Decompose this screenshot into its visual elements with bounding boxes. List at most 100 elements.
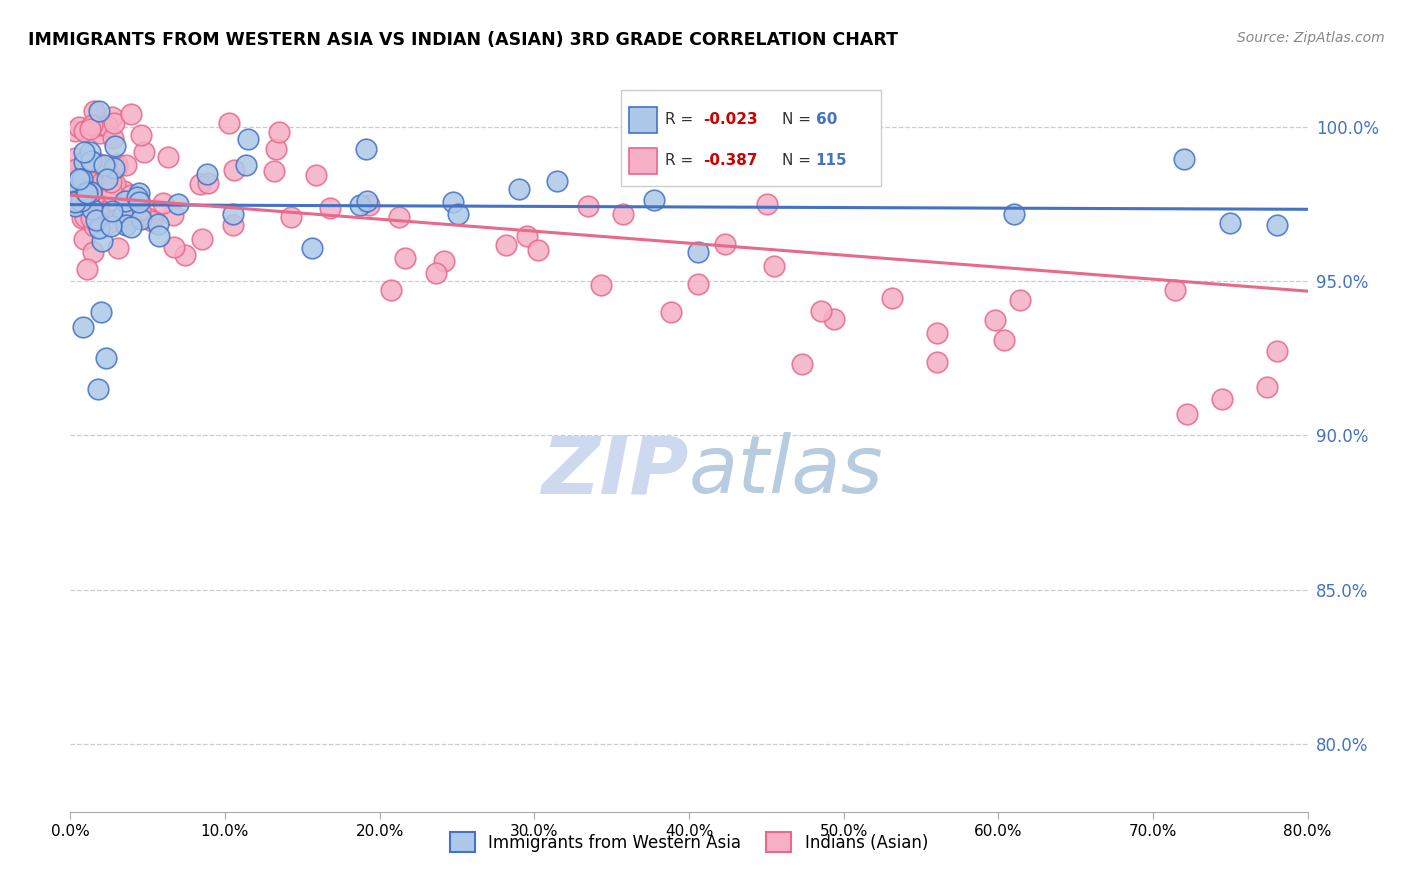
Point xyxy=(190,177,212,191)
Point xyxy=(107,241,129,255)
Point xyxy=(97,216,120,230)
Point xyxy=(101,110,124,124)
Point xyxy=(105,156,128,170)
Point xyxy=(72,186,94,200)
Point xyxy=(591,278,613,293)
Point xyxy=(93,173,115,187)
Point xyxy=(63,151,86,165)
Point xyxy=(197,176,219,190)
Point xyxy=(63,176,86,190)
Point xyxy=(76,262,98,277)
Point xyxy=(174,248,197,262)
Point xyxy=(86,382,108,396)
Legend: Immigrants from Western Asia, Indians (Asian): Immigrants from Western Asia, Indians (A… xyxy=(443,825,935,859)
Point xyxy=(527,243,550,257)
Point xyxy=(755,197,778,211)
Point xyxy=(83,219,105,234)
Point xyxy=(103,161,125,176)
Point xyxy=(80,161,103,176)
Point xyxy=(100,219,122,234)
Point xyxy=(82,177,104,191)
Point xyxy=(112,184,135,198)
Point xyxy=(264,142,287,156)
Point xyxy=(238,132,260,146)
Point xyxy=(152,196,174,211)
Point xyxy=(77,175,100,189)
Point xyxy=(146,217,169,231)
Point xyxy=(65,187,87,202)
Point xyxy=(100,203,122,218)
Point xyxy=(162,208,184,222)
Point xyxy=(1219,216,1241,230)
Point xyxy=(141,214,163,228)
Point xyxy=(166,197,188,211)
Point xyxy=(356,194,378,208)
Point xyxy=(156,151,179,165)
Point xyxy=(79,145,101,159)
Point xyxy=(89,209,111,223)
Point xyxy=(89,203,111,218)
Point xyxy=(96,171,118,186)
Point xyxy=(925,326,948,340)
Point xyxy=(69,194,91,208)
Point xyxy=(65,169,87,184)
Text: Source: ZipAtlas.com: Source: ZipAtlas.com xyxy=(1237,31,1385,45)
Point xyxy=(90,118,112,132)
Point xyxy=(128,186,150,201)
Point xyxy=(90,158,112,172)
Point xyxy=(89,126,111,140)
Point xyxy=(101,130,124,145)
Point xyxy=(96,119,118,133)
Point xyxy=(136,211,159,225)
Text: ZIP: ZIP xyxy=(541,432,689,510)
Point xyxy=(111,208,134,222)
Point xyxy=(63,198,86,212)
Point xyxy=(222,207,245,221)
Point xyxy=(115,158,138,172)
Point xyxy=(163,240,186,254)
Text: atlas: atlas xyxy=(689,432,884,510)
Point xyxy=(84,213,107,227)
Point xyxy=(82,202,104,216)
Point xyxy=(77,200,100,214)
Point xyxy=(63,176,86,190)
Point xyxy=(121,107,143,121)
Point xyxy=(83,187,105,202)
Point xyxy=(115,219,138,233)
Point xyxy=(70,172,93,186)
Point xyxy=(984,313,1007,327)
Point xyxy=(75,161,97,176)
Point xyxy=(131,212,153,227)
Text: IMMIGRANTS FROM WESTERN ASIA VS INDIAN (ASIAN) 3RD GRADE CORRELATION CHART: IMMIGRANTS FROM WESTERN ASIA VS INDIAN (… xyxy=(28,31,898,49)
Point xyxy=(508,182,530,196)
Point xyxy=(125,190,148,204)
Point xyxy=(128,202,150,217)
Point xyxy=(425,266,447,280)
Point xyxy=(67,120,90,134)
Point xyxy=(72,124,94,138)
Point xyxy=(546,173,568,187)
Point xyxy=(218,116,240,130)
Point xyxy=(80,211,103,226)
Point xyxy=(128,193,150,207)
Point xyxy=(790,357,813,371)
Point xyxy=(76,186,98,200)
Point xyxy=(224,162,246,177)
Point xyxy=(65,199,87,213)
Point xyxy=(128,210,150,224)
Point xyxy=(882,292,904,306)
Point xyxy=(380,283,402,297)
Point xyxy=(117,199,139,213)
Point xyxy=(688,244,710,259)
Point xyxy=(1002,207,1025,221)
Point xyxy=(1256,380,1278,394)
Point xyxy=(82,244,104,259)
Point xyxy=(79,122,101,136)
Point xyxy=(1267,343,1289,358)
Point xyxy=(763,259,786,273)
Point xyxy=(823,311,845,326)
Point xyxy=(516,228,538,243)
Point xyxy=(1211,392,1233,406)
Point xyxy=(235,158,257,172)
Point xyxy=(120,187,142,202)
